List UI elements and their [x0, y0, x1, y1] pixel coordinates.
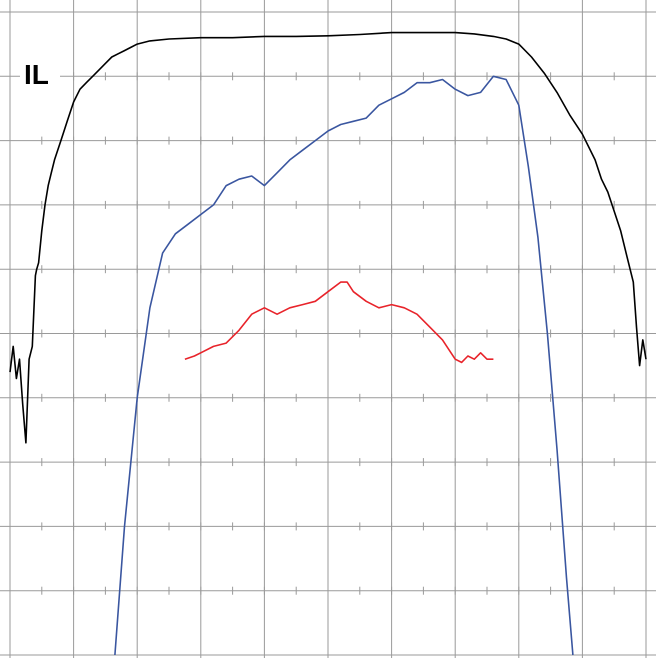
series-line-1	[9, 31, 647, 444]
series-line-3	[184, 281, 494, 364]
trace-label-il: IL	[24, 59, 49, 90]
trace-label-group: IL	[20, 52, 60, 92]
series-group	[9, 31, 647, 656]
series-line-2	[114, 75, 574, 656]
trace-label-backdrop	[20, 52, 60, 92]
